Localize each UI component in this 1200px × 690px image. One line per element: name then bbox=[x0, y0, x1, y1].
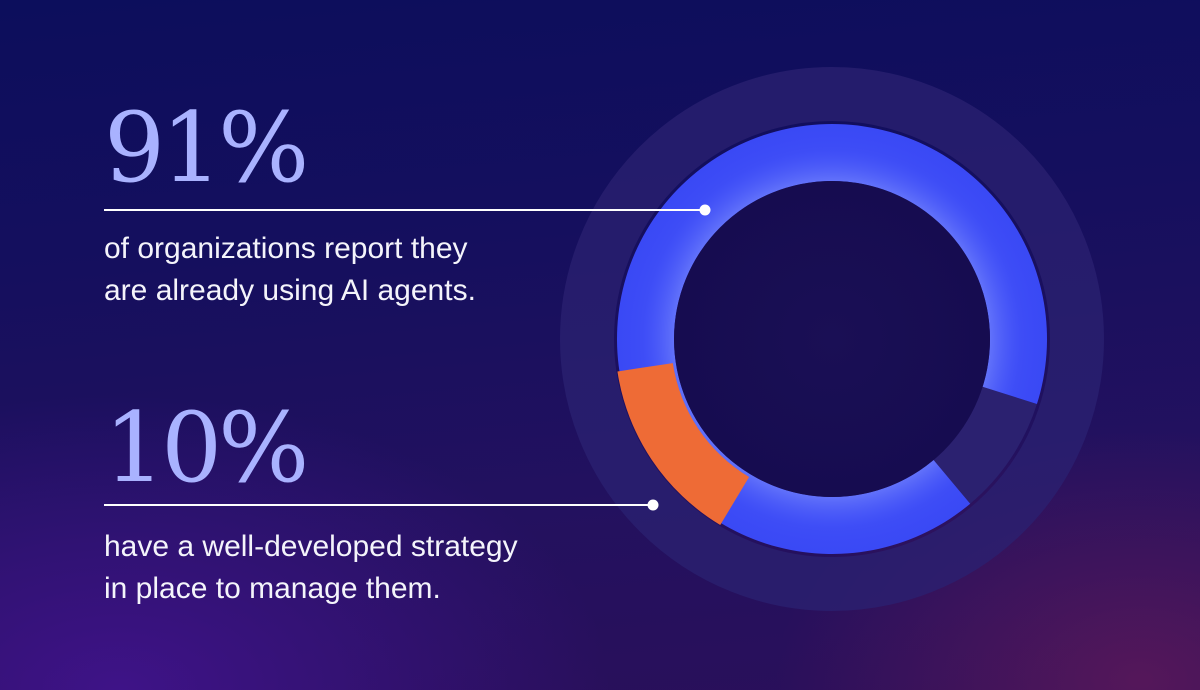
donut-center bbox=[674, 181, 990, 497]
stat-description-line: of organizations report they bbox=[104, 232, 468, 265]
stat-description-line: in place to manage them. bbox=[104, 572, 441, 605]
stat-description: have a well-developed strategy in place … bbox=[104, 526, 624, 610]
leader-line-10-dot bbox=[647, 499, 659, 511]
stat-value: 91% bbox=[104, 92, 309, 204]
outer-ring-track bbox=[560, 67, 1104, 611]
stat-value: 10% bbox=[104, 392, 309, 504]
stat-description: of organizations report they are already… bbox=[104, 228, 624, 312]
leader-line-91-dot bbox=[699, 204, 711, 216]
stat-description-line: have a well-developed strategy bbox=[104, 530, 518, 563]
ring-91-remainder-segment bbox=[933, 386, 1037, 504]
stat-description-line: are already using AI agents. bbox=[104, 274, 476, 307]
ring-10-value-segment bbox=[617, 363, 750, 526]
